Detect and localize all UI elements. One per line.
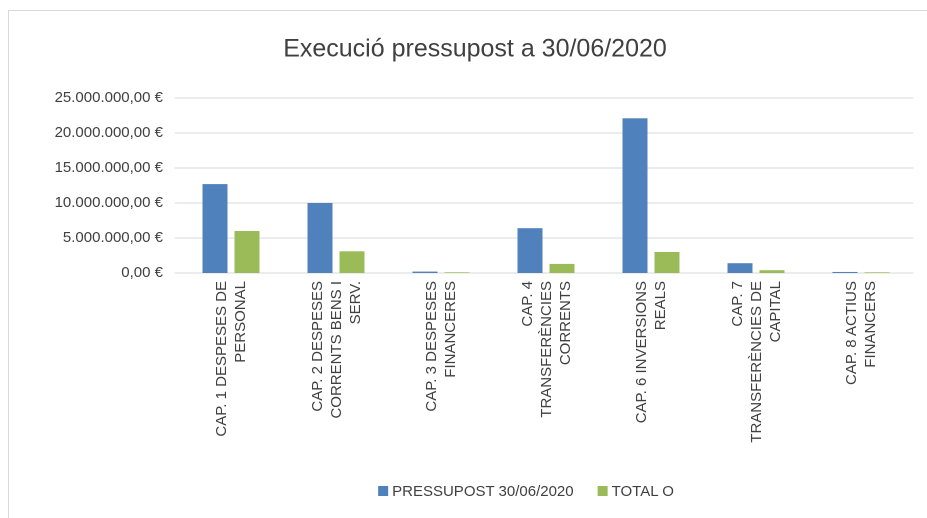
bar xyxy=(444,272,470,273)
x-tick-text: CAP. 4 TRANSFERÈNCIES CORRENTS xyxy=(518,281,574,418)
x-tick-text: CAP. 1 DESPESES DE PERSONAL xyxy=(213,281,249,437)
bar xyxy=(727,263,753,273)
legend-label: TOTAL O xyxy=(612,483,674,500)
chart-title: Execució pressupost a 30/06/2020 xyxy=(283,35,667,63)
legend-swatch xyxy=(597,486,608,496)
y-tick-label: 20.000.000,00 € xyxy=(55,124,164,141)
chart-border xyxy=(8,10,927,518)
bar xyxy=(412,271,438,273)
x-tick-label: CAP. 4 TRANSFERÈNCIES CORRENTS xyxy=(511,281,581,461)
x-tick-text: CAP. 3 DESPESES FINANCERES xyxy=(423,281,459,412)
bar xyxy=(549,263,575,273)
x-tick-text: CAP. 8 ACTIUS FINANCERS xyxy=(843,281,879,385)
x-tick-text: CAP. 6 INVERSIONS REALS xyxy=(633,281,669,424)
bar xyxy=(307,203,333,273)
x-tick-label: CAP. 8 ACTIUS FINANCERS xyxy=(826,281,896,461)
x-tick-label: CAP. 6 INVERSIONS REALS xyxy=(616,281,686,461)
bar xyxy=(339,251,365,273)
x-tick-label: CAP. 3 DESPESES FINANCERES xyxy=(406,281,476,461)
y-tick-label: 0,00 € xyxy=(121,264,163,281)
bar xyxy=(759,270,785,273)
x-tick-text: CAP. 7 TRANSFERÈNCIES DE CAPITAL xyxy=(728,281,784,443)
x-tick-label: CAP. 1 DESPESES DE PERSONAL xyxy=(196,281,266,461)
y-tick-label: 15.000.000,00 € xyxy=(55,159,164,176)
legend-label: PRESSUPOST 30/06/2020 xyxy=(392,483,574,500)
bar xyxy=(622,118,648,273)
x-tick-text: CAP. 2 DESPESES CORRENTS BENS I SERV. xyxy=(308,281,364,419)
bar xyxy=(202,184,228,273)
bar xyxy=(864,272,890,273)
legend-swatch xyxy=(378,486,389,496)
x-tick-label: CAP. 2 DESPESES CORRENTS BENS I SERV. xyxy=(301,281,371,461)
bar xyxy=(832,271,858,273)
x-tick-label: CAP. 7 TRANSFERÈNCIES DE CAPITAL xyxy=(721,281,791,461)
y-tick-label: 10.000.000,00 € xyxy=(55,194,164,211)
bar xyxy=(234,231,260,273)
bar xyxy=(654,252,680,273)
bar xyxy=(517,228,543,273)
y-tick-label: 5.000.000,00 € xyxy=(63,229,164,246)
y-tick-label: 25.000.000,00 € xyxy=(55,89,164,106)
